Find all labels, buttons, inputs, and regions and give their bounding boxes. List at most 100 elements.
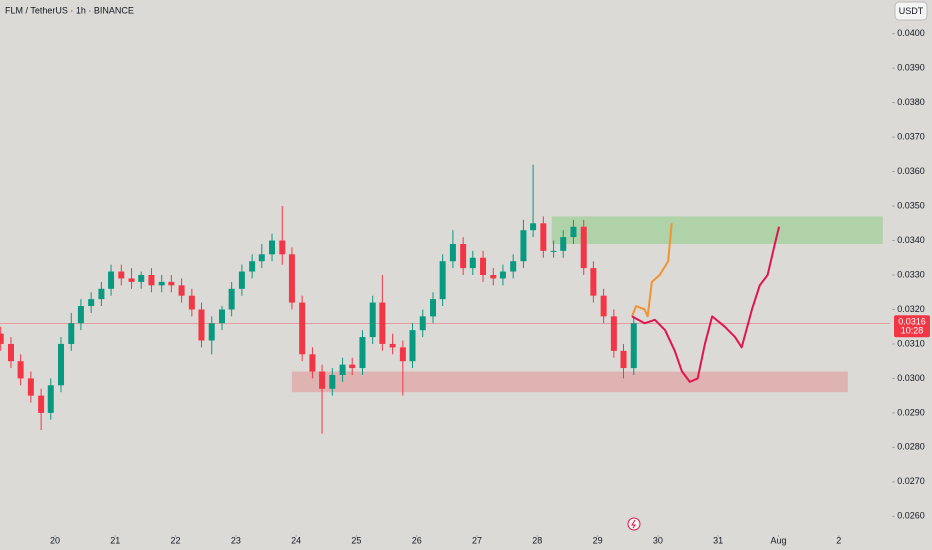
candle-body — [339, 364, 346, 375]
event-icon[interactable] — [627, 517, 641, 531]
candle-body — [449, 243, 456, 262]
y-tick-label: 0.0370 — [897, 131, 925, 141]
candle-body — [269, 240, 276, 255]
candle-body — [349, 364, 356, 369]
candle-body — [178, 285, 185, 296]
candle-body — [620, 350, 627, 369]
candle-body — [480, 257, 487, 275]
candle-body — [460, 243, 467, 269]
candle-body — [7, 343, 14, 362]
plot-layer: 0.0260 0.0270 0.0280 0.0290 0.0300 0.0310 0.03… — [0, 28, 930, 545]
y-tick-label: 0.0390 — [897, 63, 925, 73]
candle-body — [138, 275, 145, 282]
candle-body — [168, 281, 175, 286]
projection-line — [631, 223, 673, 318]
x-tick-label: 20 — [50, 535, 60, 545]
candle-body — [77, 306, 84, 324]
candle-body — [299, 302, 306, 355]
candle-body — [108, 271, 115, 289]
candle-body — [490, 275, 497, 279]
candle-body — [309, 354, 316, 372]
x-tick-label: 28 — [532, 535, 542, 545]
x-tick-label: 25 — [351, 535, 361, 545]
y-tick-label: 0.0400 — [897, 28, 925, 38]
candle-body — [590, 268, 597, 296]
y-tick-label: 0.0310 — [897, 338, 925, 348]
candle-body — [560, 237, 567, 251]
x-tick-label: 23 — [231, 535, 241, 545]
candle-body — [379, 302, 386, 344]
candle-body — [17, 361, 24, 379]
candle-body — [198, 309, 205, 341]
y-tick-label: 0.0380 — [897, 97, 925, 107]
y-tick-label: 0.0350 — [897, 200, 925, 210]
candle-body — [319, 371, 326, 389]
last-price-box — [894, 315, 930, 338]
y-tick-label: 0.0290 — [897, 407, 925, 417]
x-tick-label: 30 — [653, 535, 663, 545]
candle-body — [98, 288, 105, 300]
x-tick-label: Aug — [770, 535, 786, 545]
last-price-label: 0.0316 — [898, 317, 926, 327]
candle-body — [258, 254, 265, 262]
currency-label[interactable]: USDT — [899, 6, 924, 16]
x-tick-label: 26 — [412, 535, 422, 545]
x-tick-label: 27 — [472, 535, 482, 545]
zone — [551, 216, 883, 244]
candle-body — [148, 275, 155, 286]
candle-body — [399, 347, 406, 362]
candle-body — [419, 316, 426, 331]
y-tick-label: 0.0260 — [897, 511, 925, 521]
candle-body — [27, 378, 34, 396]
candle-body — [630, 323, 637, 369]
candle-body — [389, 343, 396, 348]
candle-body — [288, 254, 295, 303]
zone — [291, 371, 848, 393]
candle-body — [600, 295, 607, 317]
candle-body — [409, 330, 416, 362]
x-tick-label: 31 — [713, 535, 723, 545]
projection-line — [631, 226, 781, 383]
candle-body — [158, 281, 165, 286]
candle-body — [610, 316, 617, 351]
candle-body — [570, 226, 577, 238]
chart-title: FLM / TetherUS · 1h · BINANCE — [5, 5, 134, 15]
y-tick-label: 0.0330 — [897, 269, 925, 279]
currency-button[interactable] — [894, 1, 928, 21]
y-tick-label: 0.0270 — [897, 476, 925, 486]
candle-body — [510, 261, 517, 272]
candle-body — [128, 278, 135, 282]
candle-body — [118, 271, 125, 279]
countdown-label: 10:28 — [901, 326, 924, 336]
x-tick-label: 22 — [171, 535, 181, 545]
candle-body — [540, 223, 547, 251]
candle-body — [188, 295, 195, 310]
candle-body — [238, 271, 245, 289]
candle-body — [359, 337, 366, 369]
candle-body — [430, 299, 437, 317]
y-tick-label: 0.0360 — [897, 166, 925, 176]
x-tick-label: 29 — [593, 535, 603, 545]
y-tick-label: 0.0320 — [897, 304, 925, 314]
candle-body — [68, 323, 75, 344]
candle-body — [550, 250, 557, 252]
candle-body — [279, 240, 286, 255]
candle-body — [38, 395, 45, 413]
x-tick-label: 21 — [110, 535, 120, 545]
x-tick-label: 2 — [836, 535, 841, 545]
candle-body — [499, 271, 506, 279]
candle-body — [439, 261, 446, 300]
candle-body — [520, 230, 527, 262]
candle-body — [0, 333, 4, 344]
candle-body — [208, 323, 215, 341]
candle-body — [369, 302, 376, 338]
candle-body — [88, 299, 95, 307]
y-tick-label: 0.0280 — [897, 442, 925, 452]
y-tick-label: 0.0300 — [897, 373, 925, 383]
candle-body — [329, 374, 336, 389]
candle-body — [228, 288, 235, 310]
x-tick-label: 24 — [291, 535, 301, 545]
y-tick-label: 0.0340 — [897, 235, 925, 245]
candle-body — [249, 261, 256, 272]
